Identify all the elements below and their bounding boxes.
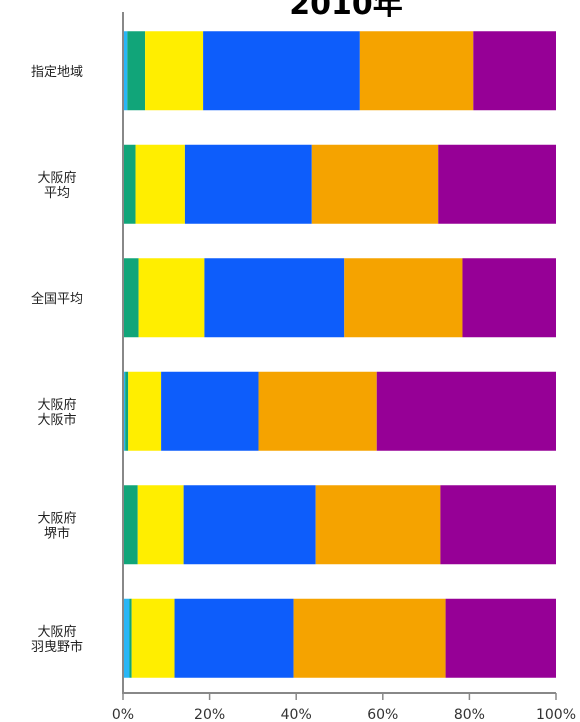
bar-segment-5-5	[445, 598, 556, 678]
bar-segment-1-2	[135, 144, 185, 224]
bar-segment-1-5	[438, 144, 556, 224]
category-label-1-0: 大阪府	[37, 171, 76, 186]
bar-segment-1-1	[123, 144, 136, 224]
bar-segment-4-4	[315, 485, 441, 565]
category-label-0-0: 指定地域	[31, 65, 83, 80]
category-label-1-1: 平均	[44, 186, 70, 201]
bar-segment-2-5	[462, 258, 556, 338]
bar-segment-3-2	[128, 371, 162, 451]
bar-segment-0-0	[123, 31, 128, 111]
bar-segment-5-4	[293, 598, 446, 678]
bar-segment-0-1	[127, 31, 146, 111]
bar-segment-1-4	[311, 144, 439, 224]
bar-segment-4-2	[137, 485, 184, 565]
bar-segment-2-3	[204, 258, 345, 338]
bar-segment-0-2	[145, 31, 204, 111]
bar-segment-5-1	[129, 598, 132, 678]
bar-segment-4-5	[440, 485, 556, 565]
bars-group	[123, 31, 556, 678]
bar-segment-3-0	[123, 371, 126, 451]
bar-segment-4-1	[123, 485, 138, 565]
bar-segment-5-0	[123, 598, 130, 678]
bar-segment-5-2	[131, 598, 175, 678]
category-label-5-1: 羽曳野市	[31, 639, 83, 655]
bar-segment-2-2	[138, 258, 205, 338]
x-tick-label-2: 40%	[281, 707, 312, 722]
x-tick-label-5: 100%	[536, 707, 576, 722]
category-label-3-0: 大阪府	[37, 398, 76, 413]
category-label-4-1: 堺市	[44, 525, 70, 541]
bar-segment-3-4	[258, 371, 377, 451]
bar-segment-2-1	[123, 258, 139, 338]
x-tick-label-1: 20%	[194, 707, 225, 722]
x-tick-label-4: 80%	[454, 707, 485, 722]
bar-segment-0-3	[203, 31, 360, 111]
x-tick-label-3: 60%	[367, 707, 398, 722]
category-label-4-0: 大阪府	[37, 511, 76, 526]
bar-segment-2-4	[344, 258, 463, 338]
bar-segment-0-5	[473, 31, 556, 111]
bar-segment-4-3	[183, 485, 316, 565]
bar-segment-0-4	[359, 31, 474, 111]
bar-segment-3-5	[376, 371, 556, 451]
category-label-3-1: 大阪市	[37, 412, 76, 428]
category-label-5-0: 大阪府	[37, 625, 76, 640]
bar-segment-3-1	[125, 371, 129, 451]
chart-title: 2010年	[289, 0, 403, 22]
x-tick-label-0: 0%	[112, 707, 134, 722]
bar-segment-3-3	[161, 371, 259, 451]
category-label-2-0: 全国平均	[31, 291, 83, 307]
bar-segment-5-3	[174, 598, 294, 678]
x-axis-ticks: 0% 20% 40% 60% 80% 100%	[112, 693, 576, 722]
bar-segment-1-3	[184, 144, 312, 224]
